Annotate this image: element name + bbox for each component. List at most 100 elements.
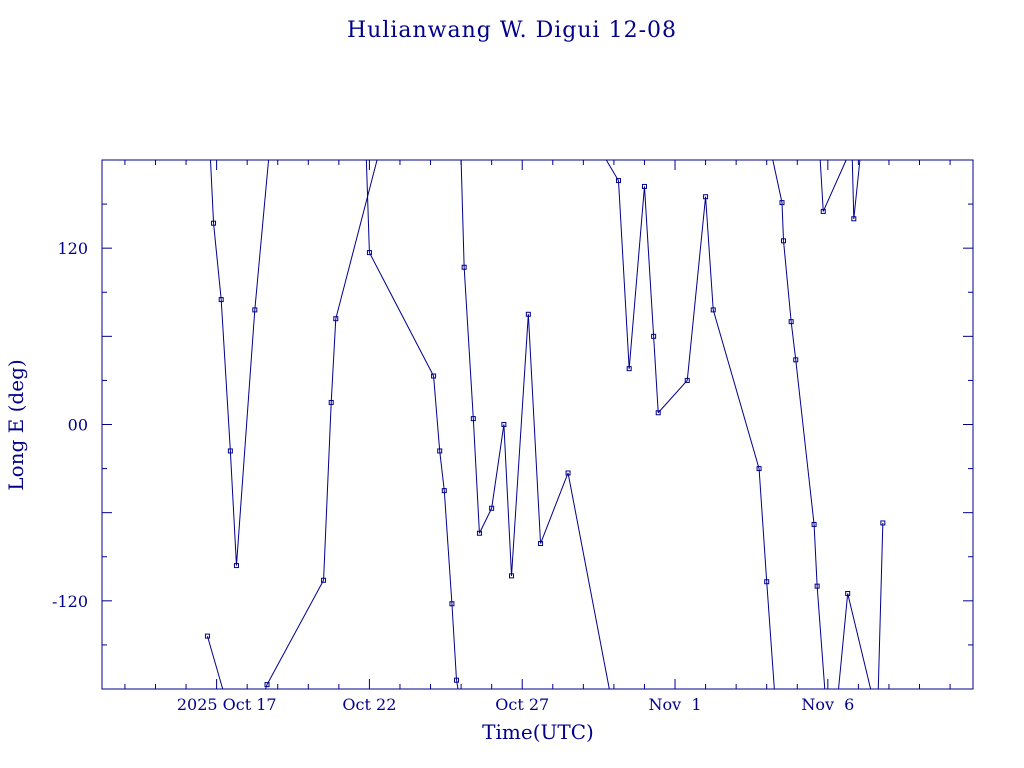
data-point (651, 333, 657, 339)
data-point (851, 216, 857, 222)
series-segment (235, 309, 256, 566)
series-segment (213, 223, 222, 300)
series-segment (758, 468, 768, 582)
data-point (461, 264, 467, 270)
series-segment (605, 159, 619, 181)
series-segment (628, 186, 645, 369)
series-segment (772, 159, 783, 203)
series-segment (439, 450, 445, 491)
data-point (641, 183, 647, 189)
series-segment (323, 402, 332, 581)
data-point (820, 208, 826, 214)
data-point (626, 366, 632, 372)
data-point (655, 410, 661, 416)
series-segment (463, 267, 474, 419)
x-tick-label: Oct 27 (495, 695, 549, 714)
data-point (880, 520, 886, 526)
chart-title: Hulianwang W. Digui 12-08 (347, 18, 677, 43)
series-segment (491, 424, 505, 509)
series-segment (330, 318, 337, 403)
series-segment (766, 581, 775, 690)
series-segment (460, 159, 465, 268)
series-segment (527, 314, 542, 544)
data-point (710, 307, 716, 313)
series-segment (643, 186, 655, 337)
data-point (814, 583, 820, 589)
series-segment (478, 508, 493, 534)
data-point (788, 319, 794, 325)
data-point (684, 377, 690, 383)
data-point (437, 448, 443, 454)
series-segment (847, 593, 872, 690)
series-segment (456, 680, 459, 690)
data-point (470, 416, 476, 422)
data-point (211, 220, 217, 226)
data-point (509, 573, 515, 579)
series-segment (653, 336, 659, 413)
data-point (321, 577, 327, 583)
x-tick-label: Nov 1 (649, 695, 702, 714)
series-segment (511, 314, 529, 576)
y-tick-label: 00 (68, 416, 88, 435)
y-tick-label: 120 (57, 239, 88, 258)
data-point (703, 194, 709, 200)
data-point (449, 601, 455, 607)
series-segment (368, 252, 435, 377)
series-segment (853, 159, 861, 219)
series-segment (567, 472, 610, 690)
data-point (845, 590, 851, 596)
data-point (328, 399, 334, 405)
series-segment (822, 159, 847, 212)
series-segment (877, 522, 884, 690)
series-segment (229, 450, 237, 566)
data-point (476, 530, 482, 536)
series-lines (206, 159, 884, 690)
series-segment (657, 380, 688, 414)
data-point (565, 470, 571, 476)
series-segment (819, 159, 824, 212)
x-axis-label: Time(UTC) (482, 720, 594, 744)
series-segment (705, 196, 714, 310)
series-segment (335, 159, 378, 319)
y-tick-label: -120 (52, 592, 88, 611)
series-segment (813, 524, 818, 587)
series-segment (816, 586, 826, 690)
data-point (501, 422, 507, 427)
data-point (431, 373, 437, 379)
x-tick-label: Oct 22 (342, 695, 396, 714)
series-segment (472, 418, 480, 534)
data-point (233, 563, 239, 569)
data-point (264, 682, 270, 688)
data-point (525, 311, 531, 317)
data-point (441, 488, 447, 494)
data-point (764, 579, 770, 585)
data-point (252, 307, 258, 313)
data-point (227, 448, 233, 454)
series-segment (206, 635, 224, 690)
series-segment (617, 180, 630, 369)
series-segment (540, 472, 569, 544)
data-point (454, 677, 460, 683)
data-point (218, 297, 224, 303)
series-segment (790, 321, 797, 360)
series-segment (851, 159, 855, 219)
series-segment (266, 580, 325, 685)
series-segment (503, 424, 513, 576)
y-axis-label: Long E (deg) (4, 359, 28, 490)
x-tick-labels: 2025 Oct 17 Oct 22 Oct 27 Nov 1 Nov 6 (177, 695, 855, 714)
series-segment (365, 159, 370, 253)
series-segment (209, 159, 215, 224)
series-segment (220, 299, 231, 451)
series-segment (838, 593, 849, 690)
x-tick-label: 2025 Oct 17 (177, 695, 277, 714)
x-tick-label: Nov 6 (801, 695, 854, 714)
series-segment (781, 202, 785, 241)
plot-frame (101, 159, 974, 690)
data-point (366, 250, 372, 256)
data-point (781, 238, 787, 244)
axis-ticks (102, 160, 973, 689)
data-point (811, 521, 817, 527)
data-point (793, 357, 799, 363)
data-point (756, 466, 762, 472)
